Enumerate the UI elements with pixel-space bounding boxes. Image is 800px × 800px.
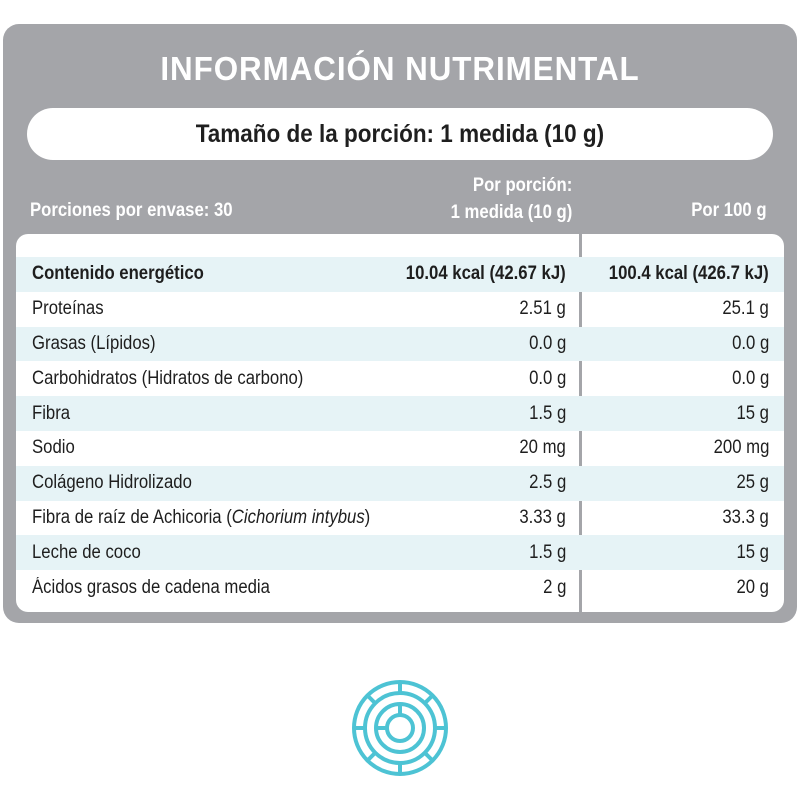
per-100g-value: 25.1 g <box>722 298 769 320</box>
per-serving-value: 1.5 g <box>528 402 566 424</box>
table-row: Fibra 1.5 g 15 g <box>16 396 784 431</box>
table-row: Contenido energético 10.04 kcal (42.67 k… <box>16 257 784 292</box>
page-title: INFORMACIÓN NUTRIMENTAL <box>160 50 640 87</box>
circular-cyan-emblem-icon <box>352 680 448 776</box>
per-serving-value: 1.5 g <box>528 541 566 563</box>
nutrient-name: Leche de coco <box>32 541 141 563</box>
table-row: Leche de coco 1.5 g 15 g <box>16 535 784 571</box>
serving-size-banner: Tamaño de la porción: 1 medida (10 g) <box>27 108 773 160</box>
per-100g-header: Por 100 g <box>691 200 767 221</box>
per-100g-value: 200 mg <box>713 437 769 459</box>
nutrient-name: Fibra <box>32 402 71 424</box>
per-100g-value: 0.0 g <box>731 332 769 354</box>
per-serving-value: 2.5 g <box>528 472 566 494</box>
nutrient-name: Carbohidratos (Hidratos de carbono) <box>32 367 304 389</box>
serving-size-text: Tamaño de la porción: 1 medida (10 g) <box>195 119 605 148</box>
table-row: Sodio 20 mg 200 mg <box>16 431 784 466</box>
per-serving-value: 0.0 g <box>528 332 566 354</box>
per-serving-value: 2 g <box>542 576 566 598</box>
table-row: Fibra de raíz de Achicoria (Cichorium in… <box>16 501 784 536</box>
per-serving-value: 20 mg <box>519 437 566 459</box>
per-100g-value: 15 g <box>736 402 769 424</box>
per-serving-value: 2.51 g <box>519 298 566 320</box>
per-serving-header-line2: 1 medida (10 g) <box>450 202 572 223</box>
nutrient-name-prefix: Fibra de raíz de Achicoria ( <box>32 506 232 528</box>
table-row: Ácidos grasos de cadena media 2 g 20 g <box>16 570 784 605</box>
per-serving-value: 10.04 kcal (42.67 kJ) <box>406 263 566 285</box>
nutrient-name: Ácidos grasos de cadena media <box>32 576 270 598</box>
table-row: Grasas (Lípidos) 0.0 g 0.0 g <box>16 326 784 362</box>
per-100g-value: 25 g <box>736 472 769 494</box>
nutrient-name-suffix: ) <box>364 506 371 528</box>
per-100g-value: 33.3 g <box>722 506 769 528</box>
nutrition-rows: Contenido energético 10.04 kcal (42.67 k… <box>16 257 784 605</box>
nutrient-name: Sodio <box>32 437 75 459</box>
table-row: Proteínas 2.51 g 25.1 g <box>16 292 784 327</box>
per-serving-value: 3.33 g <box>519 506 566 528</box>
table-row: Carbohidratos (Hidratos de carbono) 0.0 … <box>16 361 784 396</box>
per-serving-header-line1: Por porción: <box>472 175 572 196</box>
per-100g-value: 0.0 g <box>731 367 769 389</box>
per-100g-value: 20 g <box>736 576 769 598</box>
per-serving-value: 0.0 g <box>528 367 566 389</box>
servings-per-container-header: Porciones por envase: 30 <box>30 200 233 221</box>
per-100g-value: 15 g <box>736 541 769 563</box>
nutrient-name-scientific: Cichorium intybus <box>231 506 365 528</box>
nutrient-name: Proteínas <box>32 298 104 320</box>
nutrient-name: Grasas (Lípidos) <box>32 332 156 354</box>
nutrient-name: Fibra de raíz de Achicoria (Cichorium in… <box>32 507 370 529</box>
nutrient-name: Contenido energético <box>32 263 204 285</box>
table-row: Colágeno Hidrolizado 2.5 g 25 g <box>16 465 784 501</box>
nutrient-name: Colágeno Hidrolizado <box>32 472 192 494</box>
nutrition-table: Contenido energético 10.04 kcal (42.67 k… <box>16 234 784 612</box>
per-serving-header: Por porción: 1 medida (10 g) <box>450 172 572 226</box>
per-100g-value: 100.4 kcal (426.7 kJ) <box>609 263 769 285</box>
